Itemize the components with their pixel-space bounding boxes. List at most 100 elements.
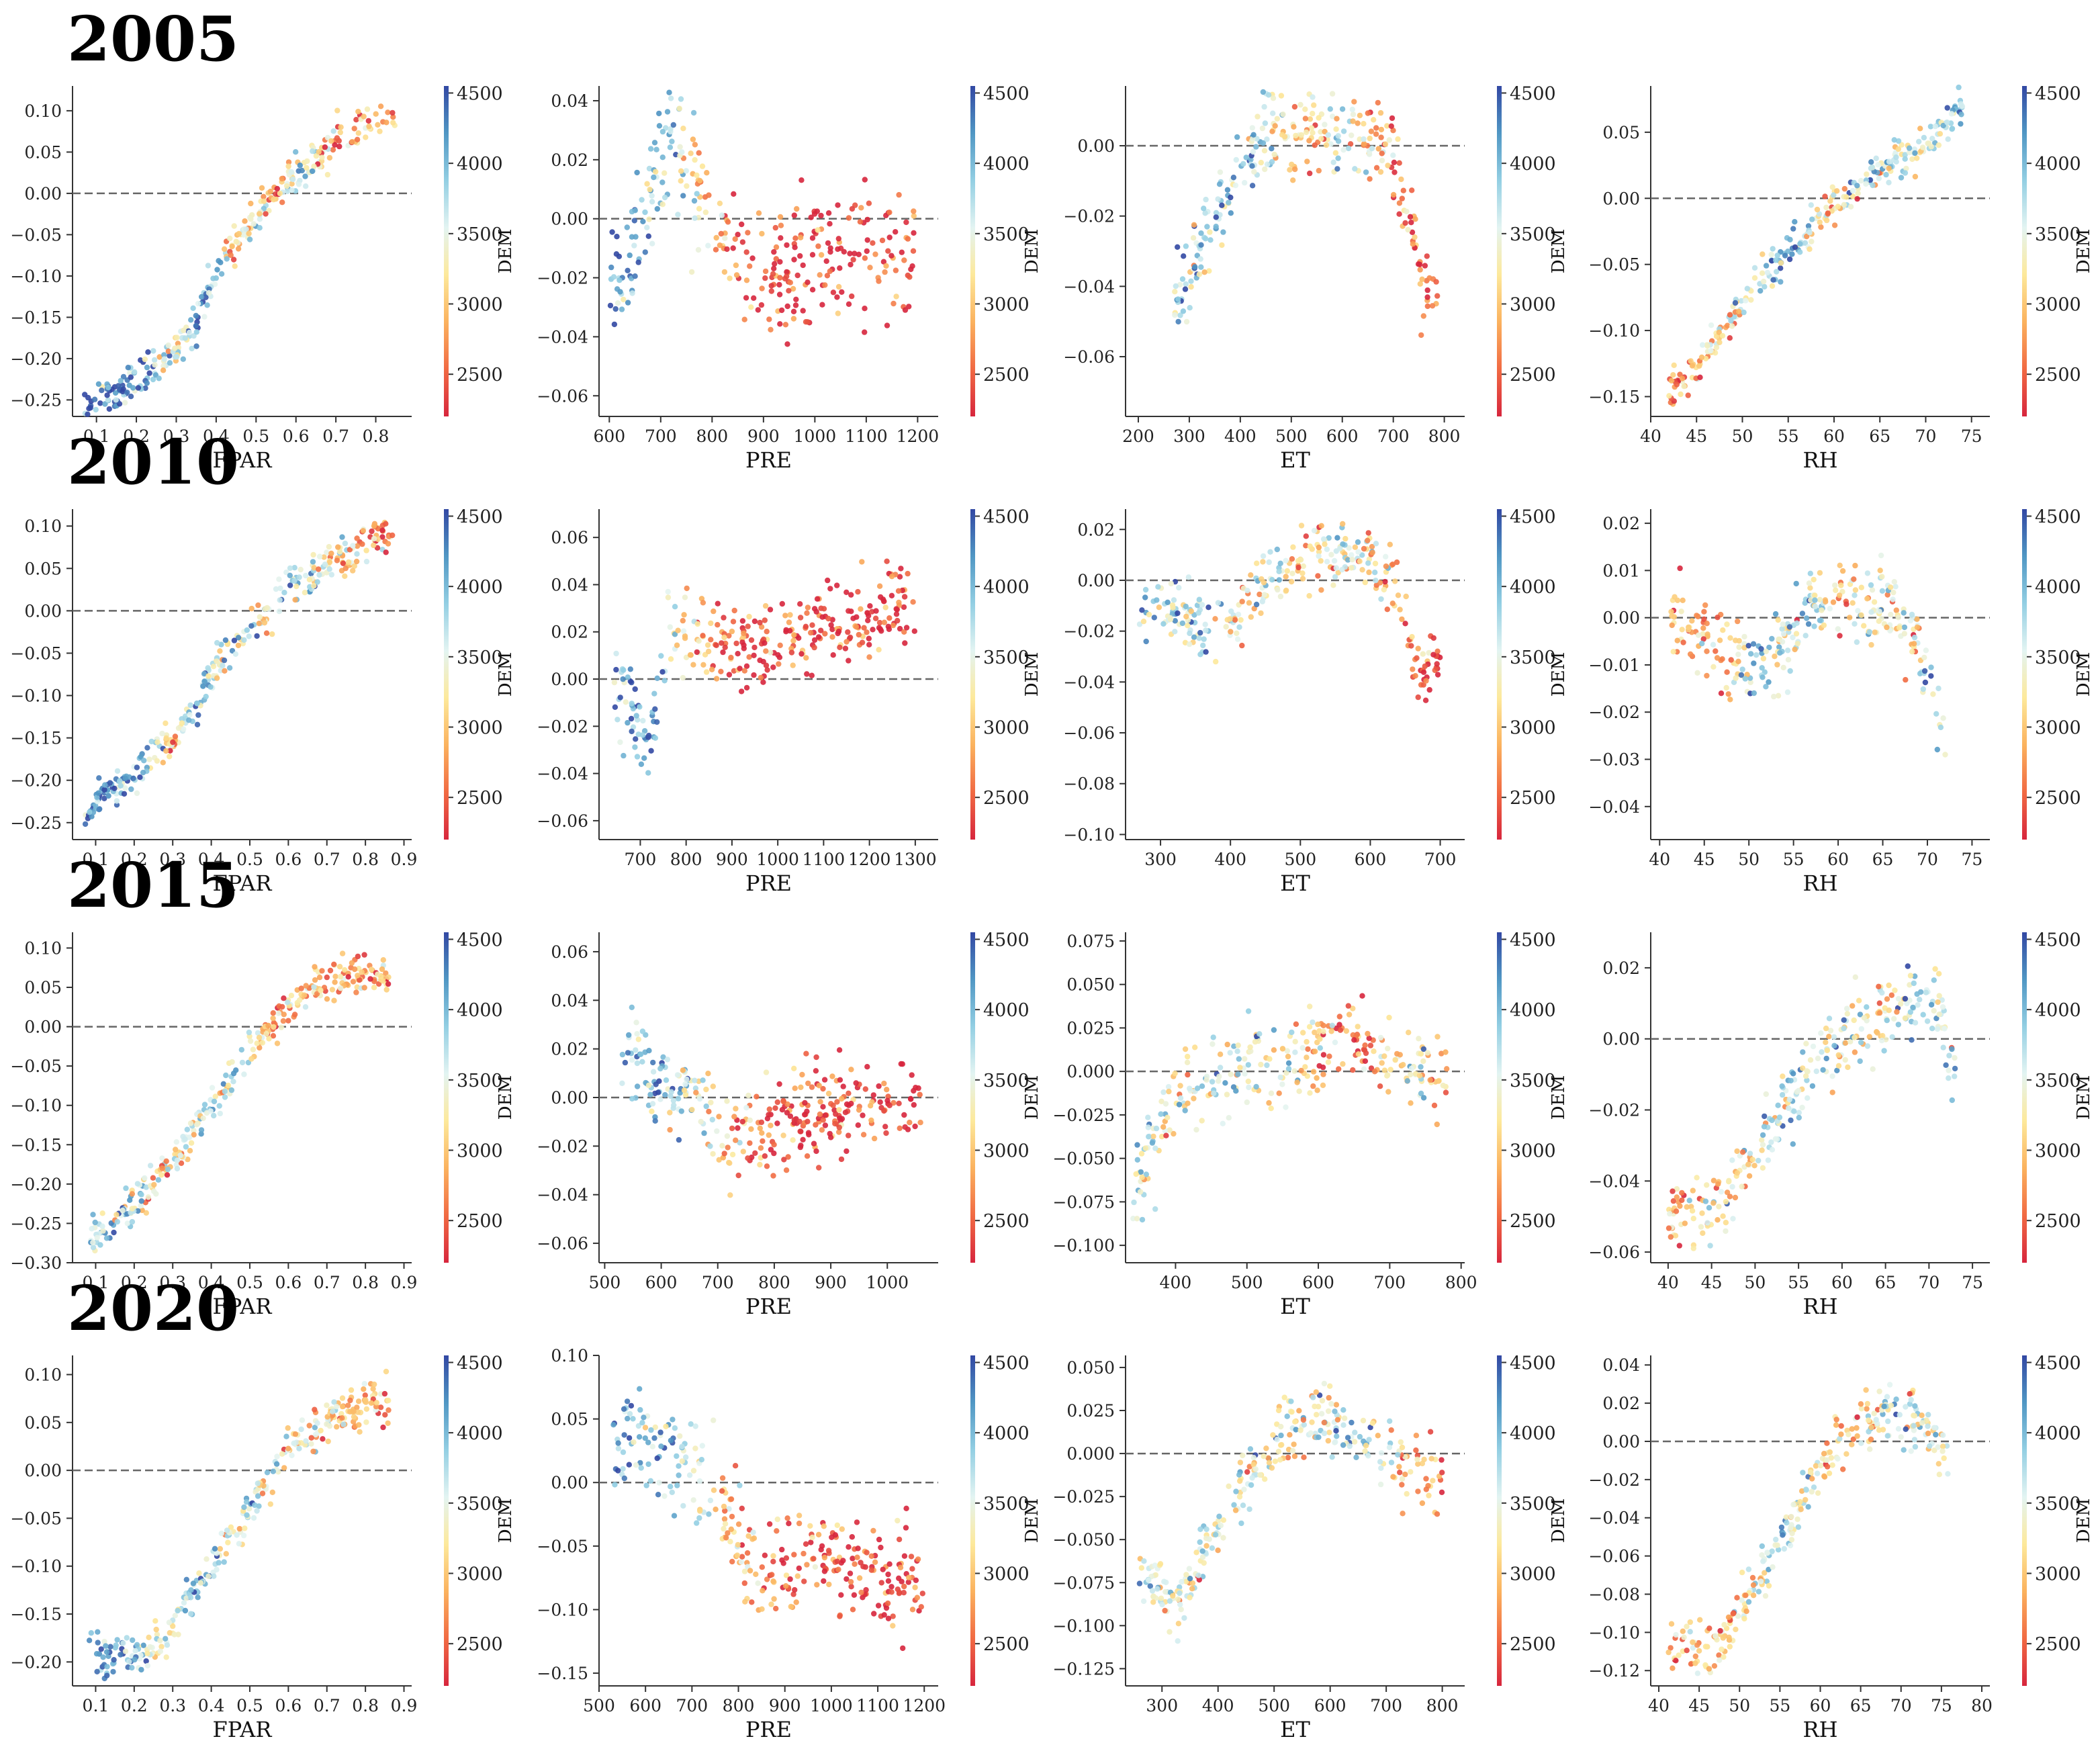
scatter-point <box>1932 123 1938 130</box>
scatter-point <box>1797 249 1803 255</box>
scatter-point <box>767 607 774 613</box>
scatter-point <box>1899 142 1905 148</box>
x-tick-label: 0.8 <box>363 427 390 446</box>
colorbar <box>444 1355 449 1686</box>
scatter-point <box>801 1578 807 1584</box>
scatter-point <box>721 1525 727 1532</box>
scatter-point <box>668 1437 674 1443</box>
scatter-point <box>309 168 316 175</box>
scatter-point <box>835 310 841 316</box>
scatter-point <box>1763 263 1770 269</box>
scatter-point <box>791 212 798 218</box>
scatter-point <box>1175 318 1181 325</box>
scatter-point <box>865 617 871 623</box>
scatter-point <box>1235 611 1242 617</box>
scatter-point <box>639 732 646 738</box>
scatter-point <box>1700 636 1706 642</box>
scatter-point <box>799 1071 805 1078</box>
scatter-point <box>815 1531 822 1537</box>
scatter-point <box>842 1110 849 1116</box>
scatter-point <box>790 662 796 668</box>
scatter-point <box>298 985 304 991</box>
scatter-point <box>217 1546 223 1552</box>
scatter-point <box>1886 159 1892 165</box>
scatter-point <box>277 190 283 197</box>
scatter-point <box>721 634 727 641</box>
scatter-point <box>875 1603 882 1609</box>
x-tick-label: 0.8 <box>352 1273 379 1292</box>
scatter-point <box>762 1552 768 1558</box>
scatter-point <box>1830 599 1837 605</box>
scatter-point <box>1778 279 1784 285</box>
scatter-point <box>843 639 850 645</box>
scatter-point <box>1422 697 1429 703</box>
scatter-point <box>639 197 645 203</box>
scatter-point <box>1260 553 1267 559</box>
x-tick-label: 500 <box>1231 1273 1263 1292</box>
scatter-point <box>1800 1049 1806 1055</box>
scatter-point <box>677 1433 683 1439</box>
scatter-point <box>1350 111 1357 118</box>
scatter-point <box>212 281 218 287</box>
y-tick-label: 0.00 <box>24 601 62 621</box>
scatter-point <box>725 1145 731 1151</box>
x-tick-label: 40 <box>1640 427 1661 446</box>
scatter-point <box>652 706 658 712</box>
scatter-point <box>373 1400 379 1406</box>
scatter-point <box>679 149 685 155</box>
scatter-point <box>1776 644 1782 650</box>
colorbar-tick-label: 3500 <box>983 224 1030 245</box>
scatter-point <box>100 1654 106 1660</box>
scatter-point <box>1689 1208 1696 1214</box>
scatter-point <box>713 247 719 253</box>
scatter-point <box>777 214 784 220</box>
scatter-point <box>1832 582 1838 588</box>
scatter-point <box>1679 1197 1685 1204</box>
scatter-point <box>674 1482 680 1488</box>
scatter-point <box>1310 1083 1316 1089</box>
scatter-point <box>303 983 309 989</box>
scatter-point <box>733 640 739 647</box>
scatter-point <box>803 1050 809 1057</box>
scatter-point <box>1134 1216 1140 1222</box>
scatter-point <box>1175 244 1181 250</box>
scatter-point <box>1328 1028 1334 1034</box>
scatter-point <box>1391 169 1398 175</box>
x-tick-label: 0.1 <box>83 850 109 869</box>
scatter-point <box>633 1462 639 1468</box>
scatter-point <box>276 609 283 615</box>
scatter-point <box>1741 309 1747 316</box>
scatter-point <box>1261 148 1268 154</box>
colorbar-label: DEM <box>1549 1075 1569 1120</box>
scatter-point <box>1873 155 1879 161</box>
scatter-point <box>652 1118 658 1124</box>
scatter-point <box>1707 1243 1713 1249</box>
scatter-point <box>1869 587 1876 593</box>
scatter-point <box>228 1087 235 1093</box>
scatter-point <box>1213 210 1220 216</box>
scatter-point <box>1802 240 1809 246</box>
scatter-point <box>248 605 255 612</box>
scatter-point <box>1139 607 1145 613</box>
colorbar-label: DEM <box>496 1498 516 1543</box>
scatter-point <box>1745 1161 1751 1167</box>
scatter-point <box>1870 1066 1876 1072</box>
scatter-point <box>876 625 882 631</box>
scatter-point <box>678 178 684 184</box>
scatter-point <box>303 572 309 579</box>
scatter-point <box>746 654 752 660</box>
scatter-point <box>1373 165 1380 171</box>
scatter-point <box>654 1455 660 1462</box>
scatter-point <box>847 634 854 641</box>
scatter-point <box>122 775 128 781</box>
scatter-point <box>670 1417 676 1423</box>
scatter-point <box>846 658 852 664</box>
scatter-point <box>759 230 765 237</box>
scatter-point <box>1775 692 1782 699</box>
y-tick-label: 0.04 <box>551 575 588 594</box>
scatter-point <box>639 1059 645 1065</box>
scatter-point <box>161 352 167 358</box>
y-tick-label: −0.02 <box>1063 622 1115 641</box>
scatter-point <box>189 345 195 352</box>
scatter-point <box>270 1033 277 1039</box>
